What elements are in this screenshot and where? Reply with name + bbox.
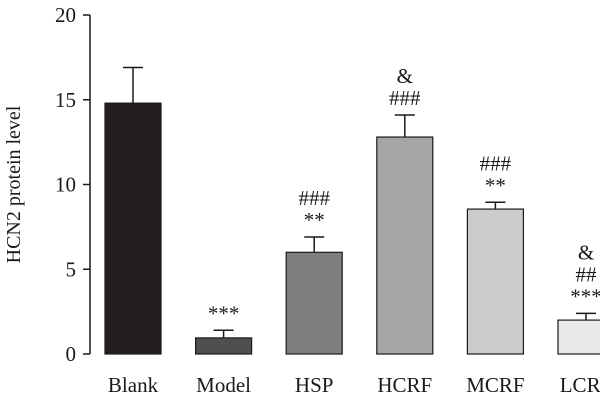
y-axis-title: HCN2 protein level (3, 105, 25, 263)
category-label-mcrf: MCRF (466, 373, 524, 397)
bar-lcrf (557, 319, 600, 355)
y-tick-label: 10 (55, 173, 76, 197)
category-label-model: Model (196, 373, 251, 397)
significance-mark: ### (298, 186, 330, 210)
significance-annotations: ***###**&######**&##*** (208, 64, 600, 325)
y-tick-label: 0 (66, 342, 77, 366)
category-label-hcrf: HCRF (377, 373, 432, 397)
significance-mark: ## (576, 262, 598, 286)
category-label-blank: Blank (108, 373, 159, 397)
significance-mark: & (578, 240, 594, 264)
y-tick-label: 5 (66, 257, 77, 281)
bar-hsp (285, 251, 343, 355)
bar-hcrf (376, 136, 434, 355)
significance-mark: ** (485, 173, 506, 197)
bars (104, 102, 600, 355)
y-tick-label: 20 (55, 3, 76, 27)
labels: 0 5 10 15 20 HCN2 protein level Blank Model HSP H… (3, 3, 600, 397)
significance-mark: & (397, 64, 413, 88)
category-label-lcrf: LCRF (560, 373, 600, 397)
bar-blank (104, 102, 162, 355)
category-label-hsp: HSP (295, 373, 334, 397)
axes (83, 14, 91, 355)
error-bars (123, 66, 596, 338)
significance-mark: ** (304, 208, 325, 232)
significance-mark: *** (208, 301, 240, 325)
bar-mcrf (466, 208, 524, 355)
bar-model (195, 337, 253, 355)
y-tick-label: 15 (55, 88, 76, 112)
significance-mark: *** (570, 284, 600, 308)
significance-mark: ### (389, 86, 421, 110)
significance-mark: ### (480, 151, 512, 175)
